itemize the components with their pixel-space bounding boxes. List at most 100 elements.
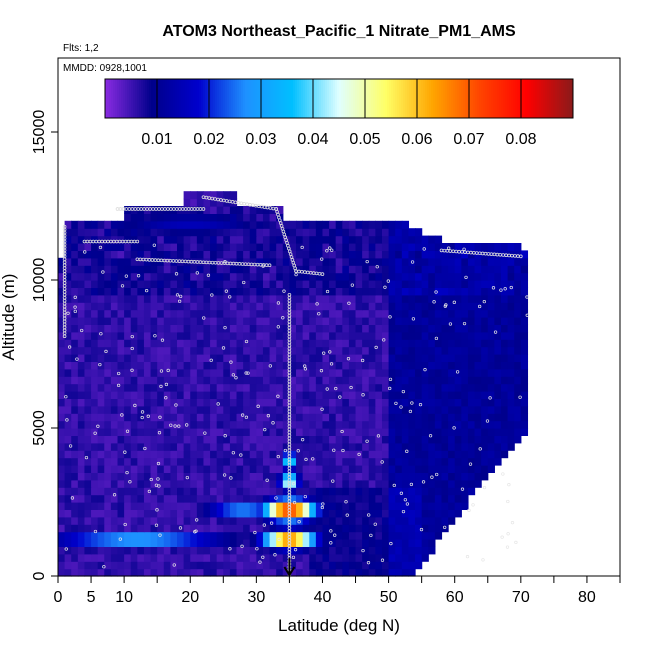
heatmap-cell	[236, 398, 244, 407]
heatmap-cell	[461, 465, 469, 473]
heatmap-cell	[256, 509, 264, 518]
heatmap-cell	[262, 509, 271, 518]
heatmap-cell	[408, 442, 416, 451]
colorbar-swatch	[465, 79, 468, 118]
heatmap-cell	[110, 339, 119, 348]
heatmap-cell	[269, 546, 277, 555]
heatmap-cell	[256, 213, 264, 222]
heatmap-cell	[348, 465, 357, 473]
heatmap-cell	[421, 509, 429, 518]
heatmap-cell	[243, 235, 251, 244]
heatmap-cell	[110, 220, 119, 229]
heatmap-cell	[441, 265, 449, 274]
heatmap-cell	[388, 302, 396, 311]
sample-point	[361, 393, 365, 397]
heatmap-cell	[104, 324, 112, 333]
heatmap-cell	[448, 465, 456, 473]
heatmap-cell	[249, 568, 257, 577]
heatmap-cell	[190, 191, 198, 200]
heatmap-cell	[130, 265, 138, 274]
colorbar: 0.01 0.02 0.03 0.04 0.05 0.06 0.07 0.08	[104, 78, 574, 148]
heatmap-cell	[302, 317, 310, 325]
colorbar-swatch	[447, 79, 450, 118]
heatmap-cell	[434, 294, 443, 303]
heatmap-cell	[368, 257, 376, 266]
heatmap-cell	[381, 346, 390, 355]
heatmap-cell	[381, 435, 390, 444]
heatmap-cell	[355, 524, 363, 533]
heatmap-cell	[348, 450, 357, 459]
sample-point	[452, 426, 456, 430]
heatmap-cell	[203, 539, 211, 547]
heatmap-cell	[229, 383, 238, 392]
colorbar-swatch	[455, 79, 458, 118]
colorbar-swatch	[213, 79, 216, 118]
heatmap-cell	[467, 309, 476, 318]
heatmap-cell	[335, 235, 343, 244]
heatmap-cell	[355, 457, 363, 466]
flight-track-point	[115, 207, 120, 211]
heatmap-cell	[190, 420, 198, 429]
heatmap-cell	[421, 435, 429, 444]
sample-point	[234, 376, 238, 380]
heatmap-cell	[395, 287, 403, 296]
heatmap-cell	[302, 287, 310, 296]
heatmap-cell	[249, 368, 257, 377]
heatmap-cell	[203, 243, 211, 251]
heatmap-cell	[210, 420, 218, 429]
sample-point	[128, 480, 132, 484]
heatmap-cell	[64, 420, 72, 429]
heatmap-cell	[137, 280, 145, 288]
heatmap-cell	[84, 442, 92, 451]
heatmap-cell	[276, 442, 284, 451]
heatmap-cell	[91, 287, 99, 296]
heatmap-cell	[117, 324, 125, 333]
heatmap-cell	[110, 324, 119, 333]
sample-point	[386, 279, 390, 283]
sample-point	[292, 482, 296, 486]
heatmap-cell	[315, 391, 324, 399]
heatmap-cell	[408, 317, 416, 325]
heatmap-cell	[500, 405, 509, 414]
heatmap-cell	[329, 243, 337, 251]
heatmap-cell	[124, 243, 132, 251]
heatmap-cell	[256, 294, 264, 303]
heatmap-cell	[381, 272, 390, 281]
heatmap-cell	[362, 472, 370, 481]
heatmap-cell	[170, 546, 178, 555]
heatmap-cell	[143, 265, 152, 274]
heatmap-cell	[309, 324, 317, 333]
heatmap-cell	[381, 524, 390, 533]
heatmap-cell	[223, 553, 231, 562]
heatmap-cell	[428, 516, 436, 525]
colorbar-swatch	[361, 79, 364, 118]
heatmap-cell	[210, 509, 218, 518]
heatmap-cell	[368, 250, 376, 259]
heatmap-cell	[236, 435, 244, 444]
heatmap-cell	[269, 531, 277, 540]
heatmap-cell	[322, 398, 330, 407]
heatmap-cell	[434, 457, 443, 466]
heatmap-cell	[428, 302, 436, 311]
heatmap-cell	[104, 487, 112, 496]
heatmap-cell	[381, 457, 390, 466]
heatmap-cell	[77, 376, 86, 385]
heatmap-cell	[223, 250, 231, 259]
heatmap-cell	[117, 391, 125, 399]
heatmap-cell	[520, 346, 529, 355]
colorbar-swatch	[397, 79, 400, 118]
heatmap-cell	[236, 206, 244, 214]
heatmap-cell	[236, 494, 244, 503]
heatmap-cell	[329, 346, 337, 355]
heatmap-cell	[302, 428, 310, 436]
heatmap-cell	[77, 531, 86, 540]
heatmap-cell	[157, 487, 165, 496]
heatmap-cell	[448, 457, 456, 466]
heatmap-cell	[348, 546, 357, 555]
heatmap-cell	[249, 479, 257, 488]
heatmap-cell	[229, 561, 238, 570]
heatmap-cell	[203, 198, 211, 207]
colorbar-swatch	[439, 79, 442, 118]
heatmap-cell	[315, 472, 324, 481]
heatmap-cell	[500, 442, 509, 451]
